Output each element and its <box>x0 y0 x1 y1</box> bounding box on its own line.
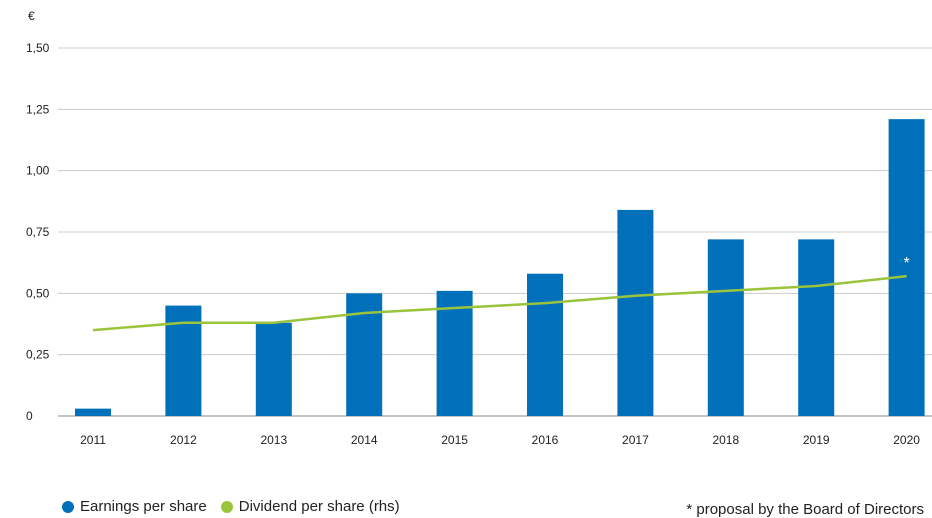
gridlines <box>58 47 932 417</box>
y-tick-label: 0,50 <box>26 286 50 300</box>
x-tick-label: 2013 <box>260 433 287 447</box>
y-tick-label: 0,25 <box>26 348 50 362</box>
legend-label-earnings: Earnings per share <box>80 498 207 515</box>
bar <box>255 322 292 416</box>
annotations: * <box>903 255 909 272</box>
y-tick-label: 0 <box>26 409 33 423</box>
legend-dot-earnings <box>62 500 74 513</box>
x-tick-labels: 2011 2012 2013 2014 2015 2016 2017 2018 2019 2020 <box>80 433 920 447</box>
x-tick-label: 2012 <box>170 433 197 447</box>
legend-item-dividend: Dividend per share (rhs) <box>220 498 400 515</box>
legend-label-dividend: Dividend per share (rhs) <box>238 498 400 515</box>
dividend-line <box>92 274 907 332</box>
x-tick-label: 2016 <box>532 433 559 447</box>
line-series <box>92 274 907 332</box>
legend-dot-dividend <box>220 500 233 513</box>
y-tick-label: 0,75 <box>26 225 50 239</box>
bar <box>707 239 744 416</box>
bar <box>527 273 563 416</box>
y-tick-label: 1,25 <box>26 102 50 116</box>
y-tick-labels: 0 0,25 0,50 0,75 1,00 1,25 1,50 <box>26 41 50 423</box>
bar <box>436 290 473 416</box>
footnote: * proposal by the Board of Directors <box>686 501 924 518</box>
x-tick-label: 2011 <box>80 433 106 447</box>
y-tick-label: 1,50 <box>26 41 50 55</box>
x-tick-label: 2014 <box>351 433 378 447</box>
x-tick-label: 2015 <box>441 433 468 447</box>
x-tick-label: 2018 <box>712 433 739 447</box>
y-axis-unit-label: € <box>28 9 35 23</box>
x-tick-label: 2020 <box>893 433 920 447</box>
bar <box>617 209 654 416</box>
bar <box>798 239 835 416</box>
bar <box>75 408 111 416</box>
bar <box>888 119 925 416</box>
bar-series <box>75 119 925 416</box>
y-tick-label: 1,00 <box>26 164 50 178</box>
proposal-asterisk: * <box>903 255 909 272</box>
x-tick-label: 2017 <box>622 433 649 447</box>
x-tick-label: 2019 <box>803 433 830 447</box>
legend: Earnings per share Dividend per share (r… <box>62 498 400 515</box>
legend-item-earnings: Earnings per share <box>62 498 207 515</box>
